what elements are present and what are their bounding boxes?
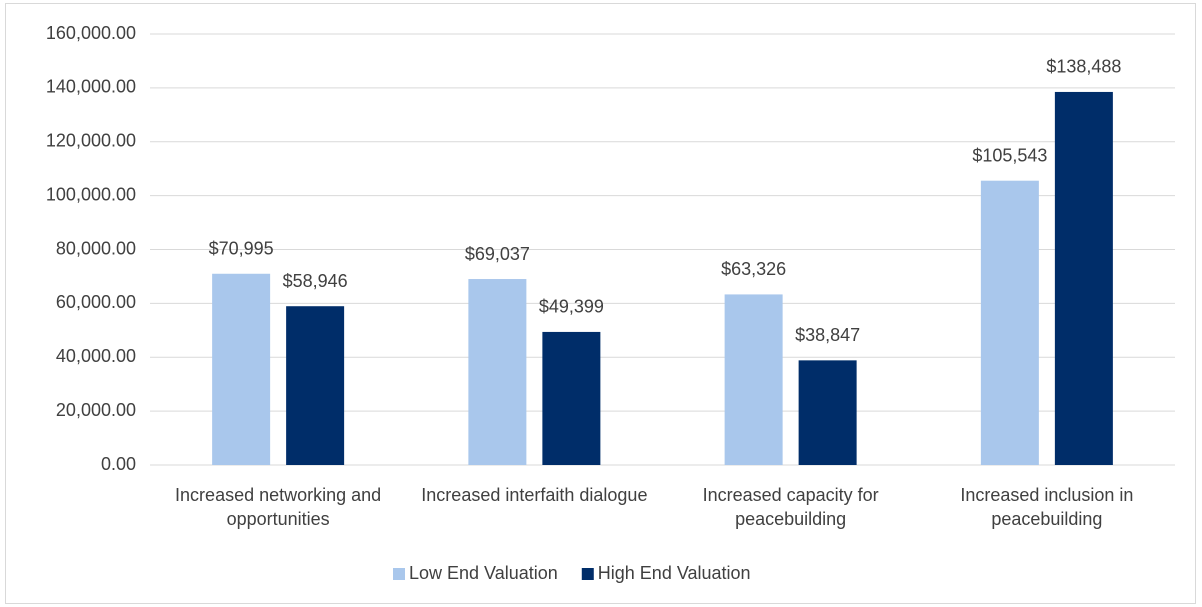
bar <box>542 331 601 465</box>
bar <box>468 279 527 465</box>
bar <box>724 294 783 465</box>
value-label: $70,995 <box>209 239 274 259</box>
y-tick-label: 20,000.00 <box>56 400 136 420</box>
x-tick-label: Increased inclusion in peacebuilding <box>960 485 1134 529</box>
value-label: $63,326 <box>721 259 786 279</box>
bar <box>212 273 271 465</box>
y-tick-label: 60,000.00 <box>56 292 136 312</box>
value-label: $69,037 <box>465 244 530 264</box>
y-tick-label: 160,000.00 <box>46 23 136 43</box>
bar <box>980 180 1039 465</box>
y-tick-label: 100,000.00 <box>46 184 136 204</box>
y-tick-label: 0.00 <box>101 454 136 474</box>
value-label: $138,488 <box>1046 57 1121 77</box>
y-tick-label: 40,000.00 <box>56 346 136 366</box>
legend-swatch <box>581 568 594 580</box>
value-label: $38,847 <box>795 325 860 345</box>
x-tick-label: Increased networking and opportunities <box>175 485 382 529</box>
y-tick-label: 80,000.00 <box>56 238 136 258</box>
y-tick-label: 120,000.00 <box>46 131 136 151</box>
value-label: $58,946 <box>283 271 348 291</box>
value-label: $49,399 <box>539 297 604 317</box>
frame <box>5 3 1196 604</box>
bar <box>798 360 857 465</box>
x-tick-label: Increased capacity for peacebuilding <box>702 485 879 529</box>
legend-label: High End Valuation <box>598 563 751 583</box>
value-label: $105,543 <box>972 145 1047 165</box>
y-tick-label: 140,000.00 <box>46 77 136 97</box>
x-tick-label: Increased interfaith dialogue <box>421 485 648 505</box>
legend-label: Low End Valuation <box>409 563 558 583</box>
legend-swatch <box>393 568 405 580</box>
bar <box>1054 91 1113 466</box>
bar <box>286 306 345 465</box>
